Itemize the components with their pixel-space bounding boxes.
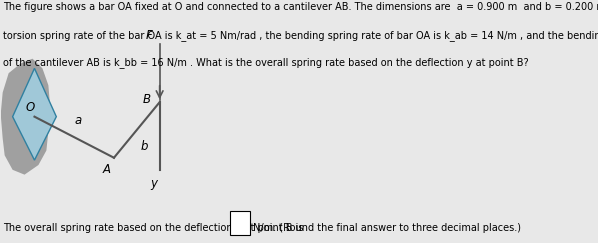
Polygon shape xyxy=(13,68,56,160)
Text: The figure shows a bar OA fixed at O and connected to a cantilever AB. The dimen: The figure shows a bar OA fixed at O and… xyxy=(2,2,598,12)
FancyBboxPatch shape xyxy=(230,211,250,235)
Text: y: y xyxy=(150,177,157,190)
Polygon shape xyxy=(1,59,50,175)
Text: b: b xyxy=(141,140,148,153)
Text: The overall spring rate based on the deflection y at point B is: The overall spring rate based on the def… xyxy=(2,223,303,233)
Text: a: a xyxy=(75,114,82,127)
Text: of the cantilever AB is k_bb = 16 N/m . What is the overall spring rate based on: of the cantilever AB is k_bb = 16 N/m . … xyxy=(2,58,528,68)
Text: O: O xyxy=(25,101,34,113)
Text: B: B xyxy=(143,93,151,106)
Text: F: F xyxy=(146,29,152,42)
Text: A: A xyxy=(103,163,111,176)
Text: torsion spring rate of the bar OA is k_at = 5 Nm/rad , the bending spring rate o: torsion spring rate of the bar OA is k_a… xyxy=(2,30,598,41)
Text: N/m. (Round the final answer to three decimal places.): N/m. (Round the final answer to three de… xyxy=(254,223,521,233)
